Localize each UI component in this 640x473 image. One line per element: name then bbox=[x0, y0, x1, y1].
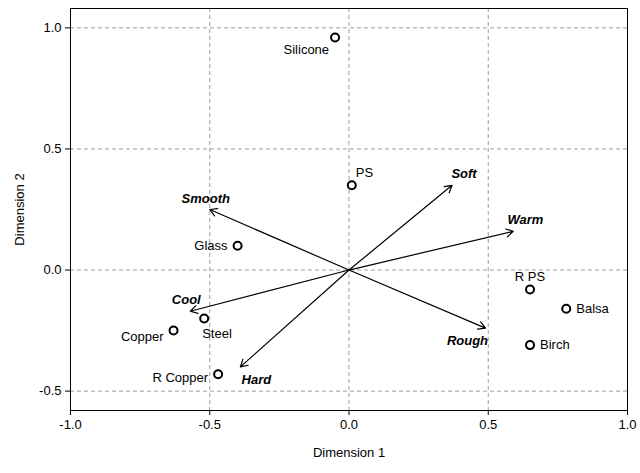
svg-text:Dimension 2: Dimension 2 bbox=[12, 173, 27, 245]
svg-text:1.0: 1.0 bbox=[43, 20, 61, 35]
svg-text:Soft: Soft bbox=[451, 166, 477, 181]
svg-text:Dimension 1: Dimension 1 bbox=[313, 445, 385, 460]
svg-text:Steel: Steel bbox=[202, 326, 232, 341]
svg-text:Smooth: Smooth bbox=[182, 191, 230, 206]
svg-text:Warm: Warm bbox=[507, 212, 543, 227]
svg-text:0.0: 0.0 bbox=[43, 262, 61, 277]
svg-text:R PS: R PS bbox=[515, 269, 546, 284]
svg-text:-1.0: -1.0 bbox=[59, 417, 81, 432]
svg-text:Glass: Glass bbox=[194, 238, 228, 253]
svg-text:0.0: 0.0 bbox=[340, 417, 358, 432]
svg-text:0.5: 0.5 bbox=[479, 417, 497, 432]
svg-text:PS: PS bbox=[356, 165, 374, 180]
svg-text:1.0: 1.0 bbox=[618, 417, 636, 432]
svg-text:Birch: Birch bbox=[540, 337, 570, 352]
svg-text:R Copper: R Copper bbox=[152, 370, 208, 385]
svg-text:-0.5: -0.5 bbox=[199, 417, 221, 432]
svg-text:Rough: Rough bbox=[447, 333, 488, 348]
svg-text:Hard: Hard bbox=[242, 372, 273, 387]
svg-text:0.5: 0.5 bbox=[43, 141, 61, 156]
svg-text:Balsa: Balsa bbox=[576, 301, 609, 316]
svg-text:-0.5: -0.5 bbox=[39, 383, 61, 398]
svg-text:Silicone: Silicone bbox=[284, 42, 330, 57]
svg-text:Cool: Cool bbox=[172, 292, 201, 307]
svg-text:Copper: Copper bbox=[121, 329, 164, 344]
